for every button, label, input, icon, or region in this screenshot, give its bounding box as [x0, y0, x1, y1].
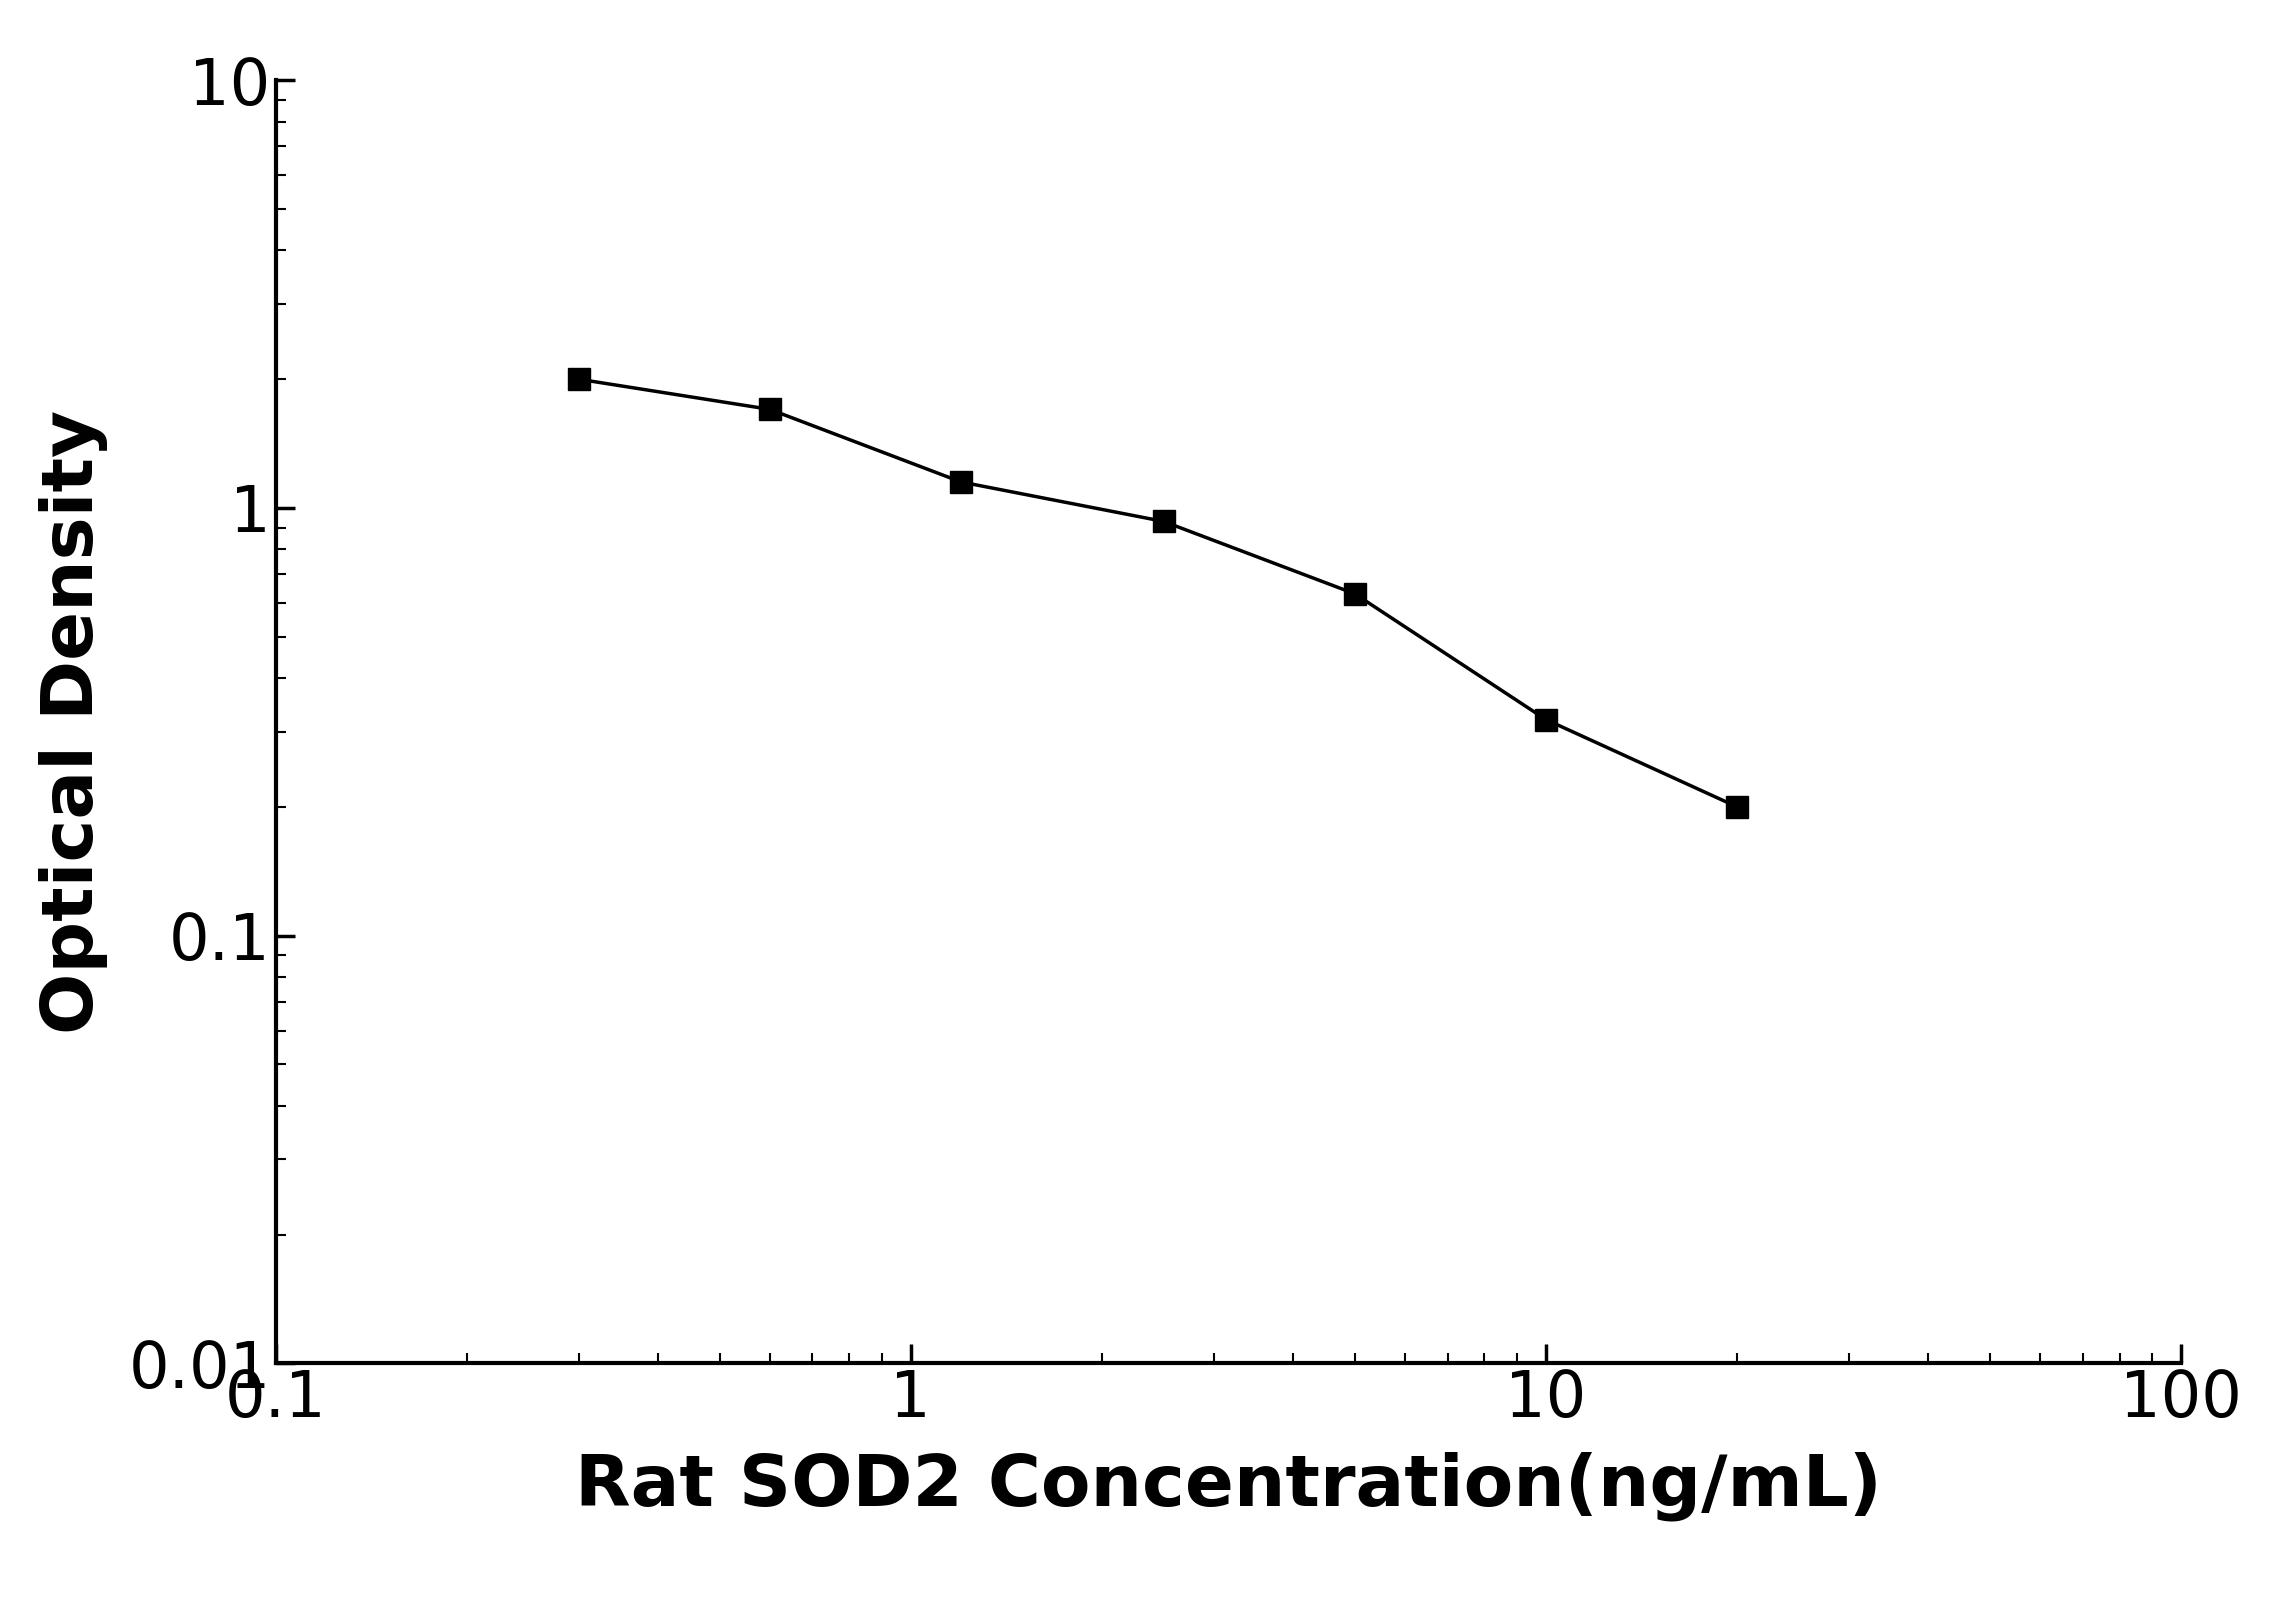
- Y-axis label: Optical Density: Optical Density: [39, 409, 108, 1035]
- X-axis label: Rat SOD2 Concentration(ng/mL): Rat SOD2 Concentration(ng/mL): [574, 1452, 1883, 1521]
